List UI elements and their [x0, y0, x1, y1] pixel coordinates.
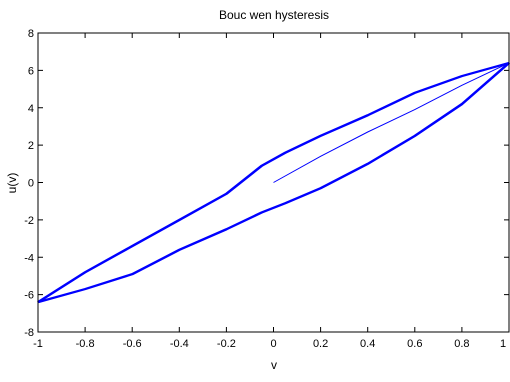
series-layer: [37, 61, 510, 304]
y-axis-label: u(v): [5, 173, 19, 194]
y-tick-label: 4: [28, 103, 34, 115]
x-tick-label: -0.8: [76, 338, 95, 350]
x-tick-label: -0.4: [170, 338, 189, 350]
x-tick-label: 0.6: [407, 338, 422, 350]
x-tick-label: -0.2: [217, 338, 236, 350]
x-tick-label: 0.4: [360, 338, 375, 350]
chart-title: Bouc wen hysteresis: [219, 8, 329, 22]
x-tick-label: -0.6: [123, 338, 142, 350]
x-tick-label: 1: [500, 338, 506, 350]
y-tick-label: 8: [28, 28, 34, 40]
y-tick-label: 2: [28, 140, 34, 152]
y-tick-label: -6: [24, 290, 34, 302]
x-axis-label: v: [271, 358, 277, 372]
plot-frame: [37, 32, 510, 333]
x-tick-label: 0: [270, 338, 276, 350]
x-tick-label: 0.8: [454, 338, 469, 350]
x-tick-label: 0.2: [313, 338, 328, 350]
y-tick-label: 0: [28, 178, 34, 190]
series-line-unloading-branch-cycle-1: [38, 62, 510, 304]
ticks-layer: -1 -0.8 -0.6 -0.4 -0.2 0 0.2 0.4 0.6 0.8 1 -8 -6 -4 -2…: [24, 28, 510, 350]
y-tick-label: -2: [24, 215, 34, 227]
series-line-unloading-branch-cycle-2: [37, 62, 509, 303]
y-tick-label: -4: [24, 252, 34, 264]
y-tick-label: 6: [28, 65, 34, 77]
series-line-loading-branch-cycle-1: [38, 62, 510, 304]
series-line-loading-branch-cycle-2: [37, 61, 509, 303]
series-line-initial-loading: [273, 62, 510, 183]
x-tick-label: -1: [33, 338, 43, 350]
y-tick-label: -8: [24, 327, 34, 339]
